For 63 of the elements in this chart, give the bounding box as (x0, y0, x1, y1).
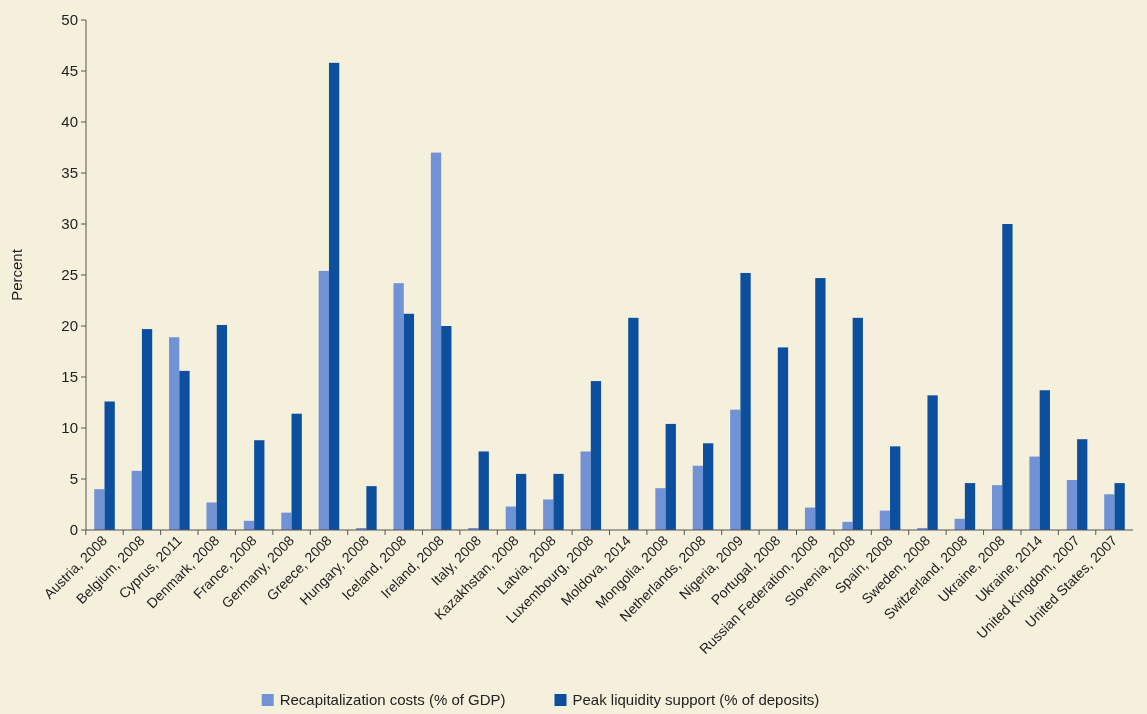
bar (852, 317, 863, 530)
bar (478, 451, 489, 530)
bar (842, 521, 853, 530)
y-tick-label: 10 (61, 419, 78, 437)
bar (692, 465, 704, 530)
bar (628, 317, 639, 530)
bar (580, 451, 591, 530)
bar (1029, 456, 1040, 530)
bar (94, 489, 105, 530)
bar (430, 152, 442, 530)
bar (515, 473, 527, 530)
bar (991, 485, 1003, 530)
bar (553, 473, 564, 530)
bar (590, 381, 602, 530)
bar (179, 370, 190, 530)
bar (665, 423, 676, 530)
bar (815, 278, 826, 530)
bar (1066, 480, 1078, 530)
bar (366, 486, 377, 530)
bar (131, 470, 142, 530)
y-tick-label: 0 (69, 521, 78, 539)
bar (291, 413, 302, 530)
y-tick-label: 30 (61, 215, 78, 233)
y-tick-label: 20 (61, 317, 78, 335)
bar (206, 502, 217, 530)
y-tick-label: 50 (61, 11, 78, 29)
bar (1114, 483, 1125, 530)
y-tick-label: 40 (61, 113, 78, 131)
bar (703, 443, 714, 530)
bar (318, 270, 329, 530)
bar (804, 507, 816, 530)
bar (393, 283, 404, 530)
bar (441, 326, 452, 530)
bar (254, 440, 265, 530)
legend-label: Recapitalization costs (% of GDP) (279, 691, 506, 709)
y-axis-title: Percent (8, 248, 25, 301)
bar (543, 499, 554, 530)
bar (505, 506, 516, 530)
bar (927, 395, 938, 530)
bar (879, 510, 891, 530)
y-tick-label: 15 (61, 368, 78, 386)
y-tick-label: 25 (61, 266, 78, 284)
y-tick-label: 5 (69, 470, 78, 488)
bar (216, 324, 228, 530)
legend-label: Peak liquidity support (% of deposits) (572, 691, 820, 709)
y-tick-label: 35 (61, 164, 78, 182)
bar (403, 313, 415, 530)
bar (777, 347, 789, 530)
bar (1077, 439, 1088, 530)
bar (964, 483, 976, 530)
bar (655, 488, 666, 530)
bar (740, 272, 751, 530)
bar (141, 329, 153, 530)
bar (328, 62, 340, 530)
y-tick-label: 45 (61, 62, 78, 80)
bar (730, 409, 741, 530)
bar (890, 446, 901, 530)
bar (1104, 494, 1115, 530)
bar (169, 337, 180, 530)
bar (1039, 390, 1050, 530)
bar (1002, 224, 1013, 530)
bar (104, 401, 115, 530)
bar (281, 512, 292, 530)
